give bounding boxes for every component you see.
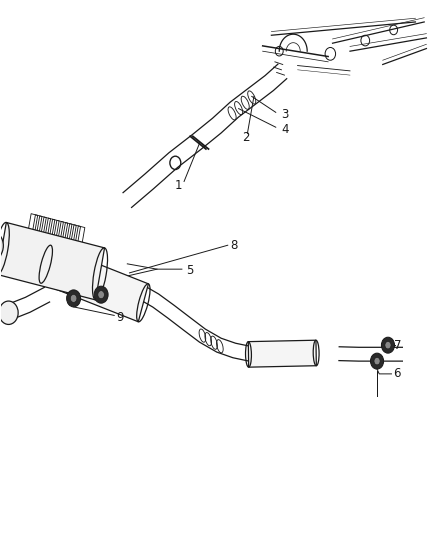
Ellipse shape: [98, 290, 104, 298]
Circle shape: [0, 231, 4, 261]
Polygon shape: [0, 222, 105, 300]
Ellipse shape: [71, 294, 77, 302]
Ellipse shape: [374, 358, 380, 365]
Text: 4: 4: [281, 123, 289, 136]
Text: 5: 5: [186, 264, 194, 277]
Polygon shape: [248, 340, 316, 367]
Text: 3: 3: [281, 108, 288, 121]
Text: 6: 6: [393, 367, 400, 381]
Ellipse shape: [67, 290, 81, 307]
Ellipse shape: [94, 286, 108, 303]
Text: 1: 1: [175, 179, 183, 192]
Text: 7: 7: [394, 338, 401, 352]
Ellipse shape: [371, 353, 384, 369]
Ellipse shape: [381, 337, 395, 353]
Circle shape: [0, 301, 18, 325]
Polygon shape: [41, 245, 148, 322]
Text: 9: 9: [117, 311, 124, 324]
Text: 8: 8: [230, 239, 237, 252]
Text: 2: 2: [242, 131, 250, 144]
Ellipse shape: [385, 342, 391, 349]
